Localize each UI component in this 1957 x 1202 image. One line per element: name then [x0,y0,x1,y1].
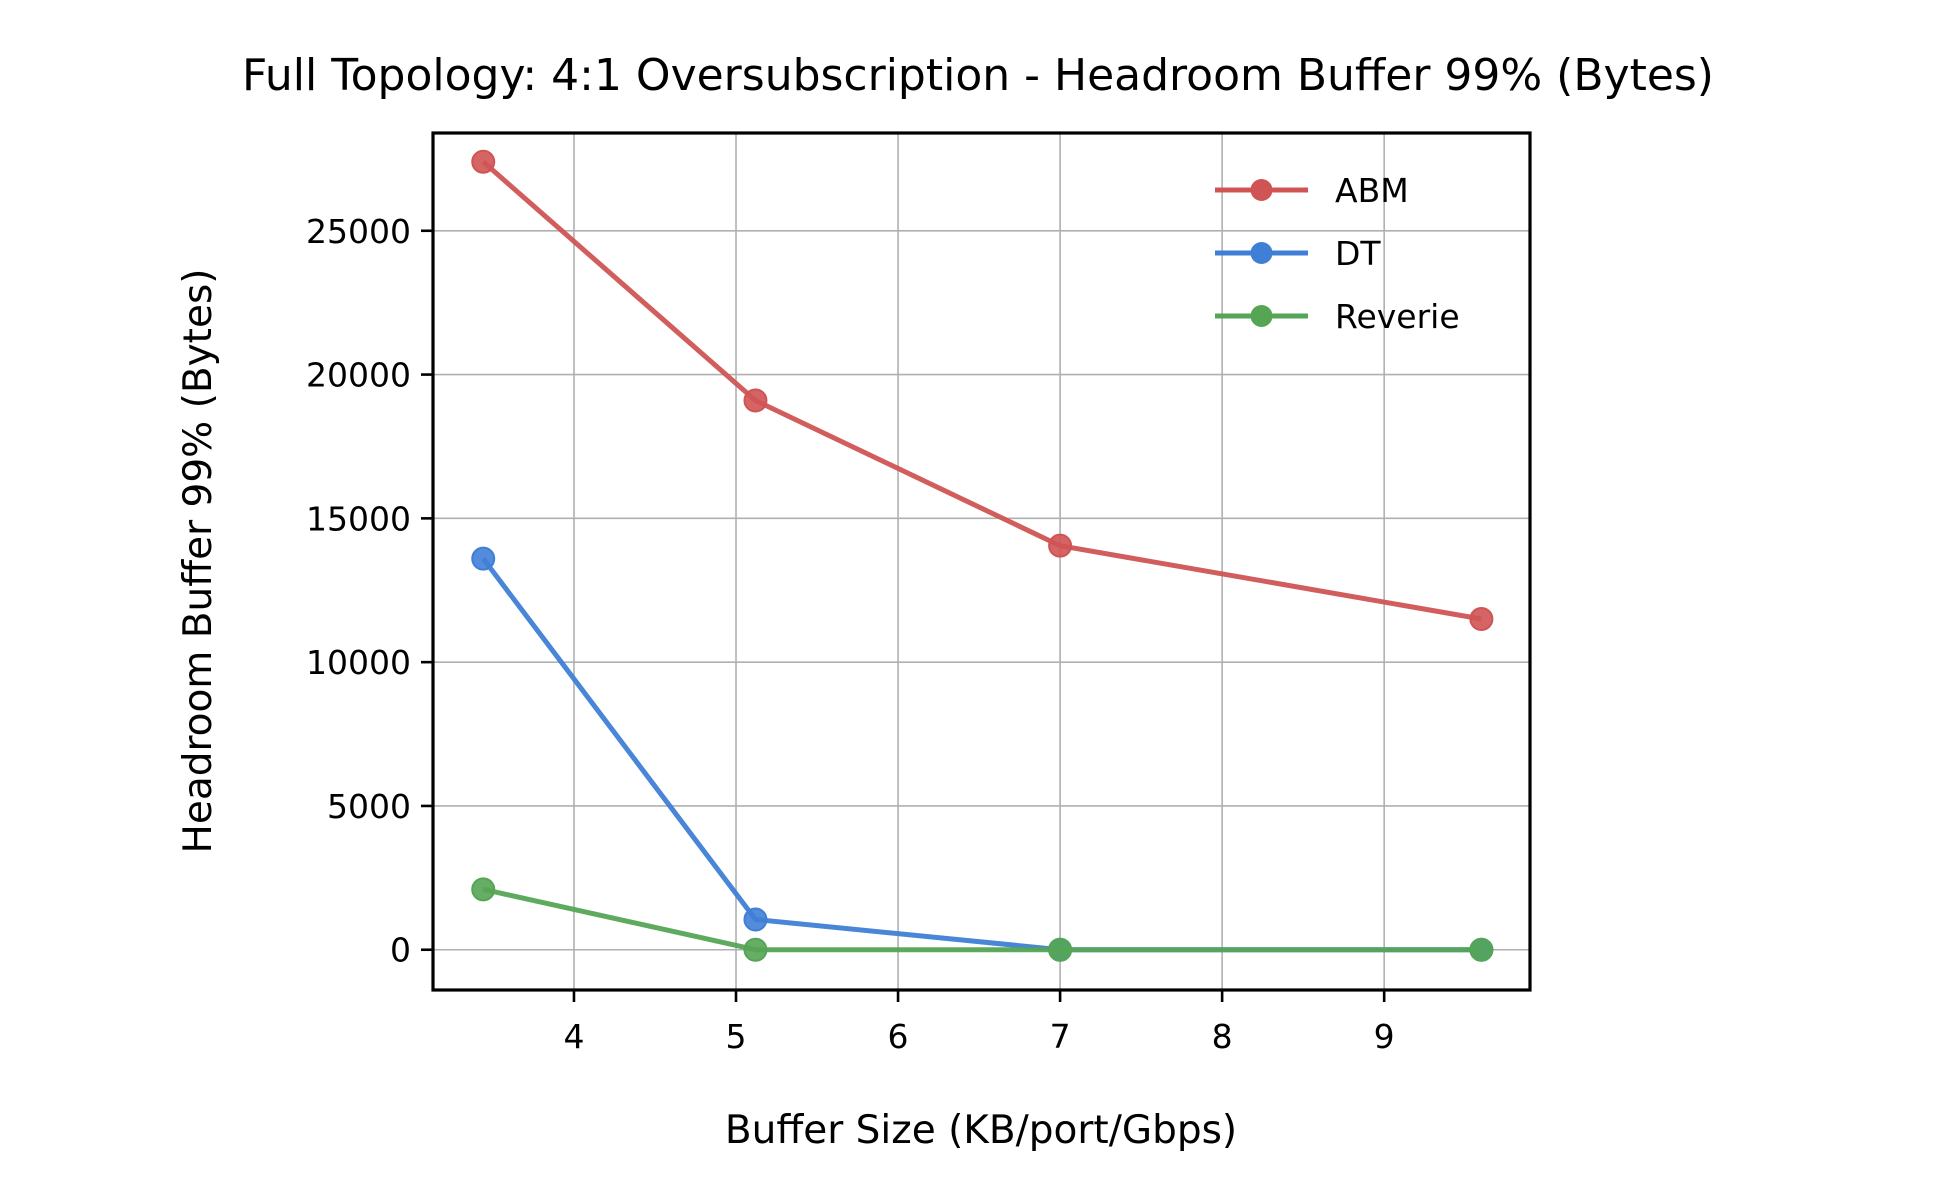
data-point-reverie [471,877,496,902]
data-point-reverie [1048,937,1073,962]
legend-label-dt: DT [1335,234,1381,273]
legend-label-abm: ABM [1335,171,1409,210]
series-reverie [471,877,1494,962]
series-line-dt [481,557,1482,953]
x-tick-label: 8 [1212,1017,1233,1056]
legend-label-reverie: Reverie [1335,297,1460,336]
data-point-dt [743,907,768,932]
data-point-abm [471,149,496,174]
y-axis-ticks: 0 5000 10000 15000 20000 25000 [306,212,433,970]
chart-title: Full Topology: 4:1 Oversubscription - He… [242,50,1714,101]
x-tick-label: 7 [1050,1017,1071,1056]
x-tick-label: 4 [563,1017,584,1056]
legend-marker-reverie [1250,305,1273,327]
data-point-reverie [1469,937,1494,962]
y-tick-label: 15000 [306,499,411,538]
x-axis-label: Buffer Size (KB/port/Gbps) [725,1108,1237,1153]
series-abm [471,149,1494,632]
x-tick-label: 6 [888,1017,909,1056]
data-point-abm [1469,607,1494,632]
data-point-abm [1048,533,1073,558]
series-line-abm [481,159,1482,622]
series-dt [471,546,1494,962]
data-point-abm [743,388,768,413]
series-line-reverie [482,886,1482,953]
grid-lines [433,133,1530,990]
legend-marker-abm [1250,179,1273,201]
y-tick-label: 10000 [306,643,411,682]
y-axis-label: Headroom Buffer 99% (Bytes) [176,269,221,854]
y-tick-label: 5000 [327,787,411,826]
y-tick-label: 0 [390,931,411,970]
legend-marker-dt [1250,242,1273,264]
y-tick-label: 25000 [306,212,411,251]
data-point-dt [471,546,496,571]
plot-frame [431,131,1532,992]
legend: ABM DT Reverie [1215,171,1460,336]
data-point-reverie [743,937,768,962]
x-tick-label: 5 [726,1017,747,1056]
y-tick-label: 20000 [306,356,411,395]
x-tick-label: 9 [1374,1017,1395,1056]
x-axis-ticks: 4 5 6 7 8 9 [563,990,1395,1056]
series-layer [471,149,1494,962]
